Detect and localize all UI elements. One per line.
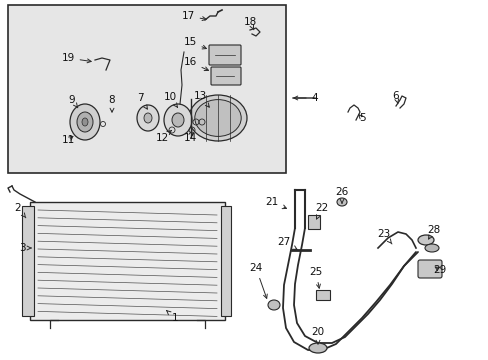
Ellipse shape [77, 112, 93, 132]
Ellipse shape [163, 104, 192, 136]
Ellipse shape [189, 95, 246, 141]
Text: 20: 20 [311, 327, 324, 344]
Text: 9: 9 [68, 95, 78, 108]
Text: 3: 3 [19, 243, 31, 253]
Ellipse shape [137, 105, 159, 131]
Text: 23: 23 [377, 229, 391, 244]
Text: 22: 22 [315, 203, 328, 219]
Ellipse shape [194, 100, 241, 136]
Text: 1: 1 [166, 311, 178, 323]
Text: 7: 7 [137, 93, 147, 109]
Text: 11: 11 [61, 135, 75, 145]
Text: 24: 24 [249, 263, 267, 298]
Text: 25: 25 [309, 267, 322, 288]
Ellipse shape [70, 104, 100, 140]
Ellipse shape [417, 235, 433, 245]
Text: 26: 26 [335, 187, 348, 203]
Bar [221, 206, 230, 316]
Bar [307, 215, 319, 229]
FancyBboxPatch shape [208, 45, 241, 65]
Ellipse shape [172, 113, 183, 127]
Text: 16: 16 [183, 57, 208, 71]
Ellipse shape [143, 113, 152, 123]
Ellipse shape [267, 300, 280, 310]
Bar [8, 5, 285, 173]
Text: 6: 6 [392, 91, 399, 104]
Text: 17: 17 [181, 11, 206, 21]
Ellipse shape [82, 118, 88, 126]
Text: 19: 19 [61, 53, 91, 63]
Text: 2: 2 [15, 203, 26, 218]
FancyBboxPatch shape [210, 67, 241, 85]
Text: 15: 15 [183, 37, 206, 49]
Bar [30, 202, 224, 320]
Ellipse shape [308, 343, 326, 353]
Bar [22, 206, 34, 316]
Text: 27: 27 [277, 237, 296, 249]
Text: 8: 8 [108, 95, 115, 112]
Text: 29: 29 [432, 265, 446, 275]
Text: 21: 21 [265, 197, 286, 209]
Ellipse shape [424, 244, 438, 252]
Text: 10: 10 [163, 92, 177, 107]
Text: 13: 13 [193, 91, 209, 107]
Text: 28: 28 [427, 225, 440, 239]
Ellipse shape [336, 198, 346, 206]
Bar [315, 290, 329, 300]
Text: 5: 5 [358, 113, 365, 123]
Text: 4: 4 [293, 93, 318, 103]
Text: 18: 18 [243, 17, 256, 30]
FancyBboxPatch shape [417, 260, 441, 278]
Text: 12: 12 [155, 130, 171, 143]
Text: 14: 14 [183, 130, 196, 143]
